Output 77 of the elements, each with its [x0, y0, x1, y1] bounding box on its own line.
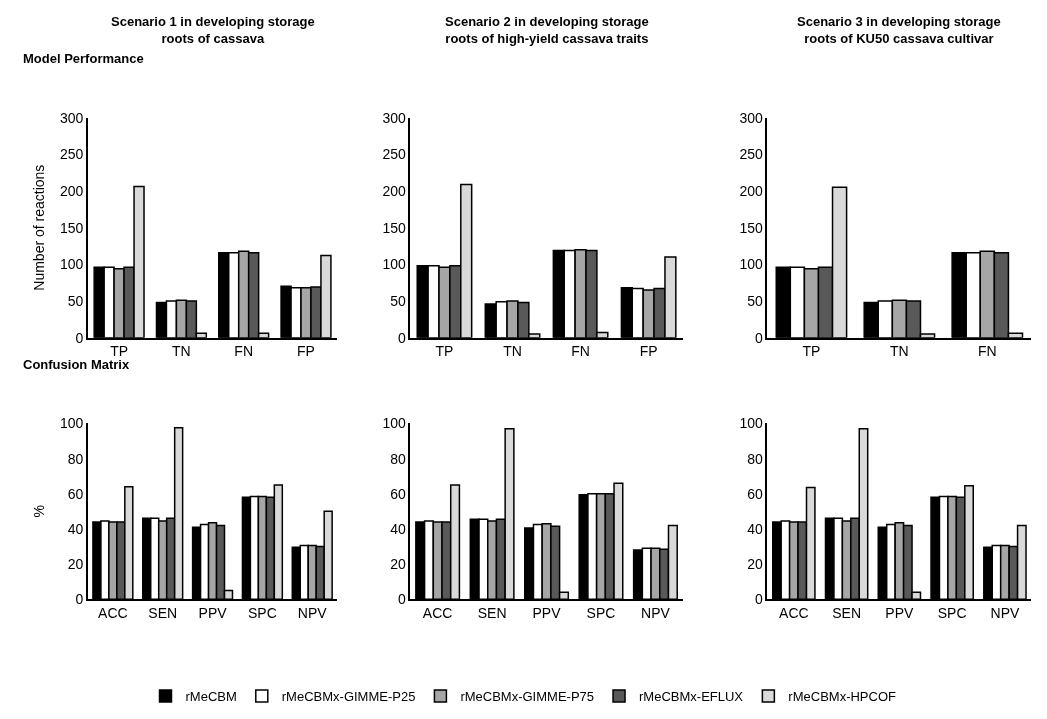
y-tick-label: 80	[67, 450, 84, 467]
y-tick-label: 100	[60, 256, 84, 273]
chart-title: Scenario 3 in developing storage roots of KU50 cassava cultivar	[797, 14, 1001, 46]
x-tick-label: SEN	[832, 604, 861, 621]
x-tick-label: NPV	[297, 604, 328, 621]
x-tick-label: SPC	[937, 604, 967, 621]
chart-subtitle: Confusion Matrix	[23, 357, 130, 372]
x-tick-label: SPC	[247, 604, 277, 621]
y-tick-label: 300	[739, 109, 764, 126]
x-tick-label: FP	[297, 343, 315, 360]
legend-label: rMeCBMx-EFLUX	[639, 689, 744, 705]
y-axis-title: Number of reactions	[31, 164, 48, 291]
x-tick-label: SEN	[148, 604, 178, 621]
y-tick-label: 300	[382, 109, 407, 126]
y-tick-label: 80	[390, 450, 407, 467]
y-tick-label: 0	[398, 591, 407, 608]
y-tick-label: 0	[398, 329, 407, 346]
x-tick-label: FN	[234, 343, 254, 360]
y-axis-title: %	[31, 505, 48, 518]
legend-label: rMeCBMx-GIMME-P25	[281, 689, 416, 705]
y-tick-label: 60	[390, 485, 407, 502]
y-tick-label: 20	[390, 555, 407, 572]
y-tick-label: 200	[382, 182, 407, 199]
legend-label: rMeCBMx-GIMME-P75	[460, 689, 595, 705]
x-tick-label: TN	[890, 343, 909, 360]
chart-subtitle: Model Performance	[23, 51, 144, 66]
x-tick-label: FN	[571, 343, 590, 360]
y-tick-label: 80	[747, 450, 764, 467]
x-tick-label: ACC	[98, 604, 128, 621]
x-tick-label: PPV	[885, 604, 915, 621]
x-tick-label: TN	[503, 343, 522, 360]
x-tick-label: NPV	[641, 604, 671, 621]
y-tick-label: 50	[67, 292, 84, 309]
x-tick-label: ACC	[779, 604, 809, 621]
x-tick-label: ACC	[422, 604, 453, 621]
x-tick-label: TN	[172, 343, 191, 360]
y-tick-label: 40	[67, 520, 84, 537]
x-tick-label: FN	[977, 343, 997, 360]
y-tick-label: 200	[60, 182, 84, 199]
y-tick-label: 20	[67, 555, 84, 572]
y-tick-label: 100	[382, 256, 407, 273]
legend-label: rMeCBMx-HPCOF	[788, 689, 897, 705]
y-tick-label: 100	[739, 256, 764, 273]
y-tick-label: 60	[747, 485, 764, 502]
x-tick-label: NPV	[990, 604, 1020, 621]
y-tick-label: 250	[382, 146, 407, 163]
x-tick-label: TP	[435, 343, 454, 360]
y-tick-label: 0	[75, 329, 84, 346]
x-tick-label: PPV	[532, 604, 562, 621]
y-tick-label: 150	[739, 219, 764, 236]
chart-title: Scenario 2 in developing storage roots of high-yield cassava traits	[445, 14, 649, 46]
y-tick-label: 60	[67, 485, 84, 502]
x-tick-label: SPC	[586, 604, 616, 621]
legend-label: rMeCBM	[185, 689, 237, 705]
y-tick-label: 40	[390, 520, 407, 537]
y-tick-label: 50	[390, 292, 407, 309]
y-tick-label: 100	[382, 415, 407, 432]
y-tick-label: 0	[755, 591, 764, 608]
y-tick-label: 150	[382, 219, 407, 236]
y-tick-label: 0	[755, 329, 764, 346]
y-tick-label: 250	[739, 146, 764, 163]
x-tick-label: PPV	[198, 604, 228, 621]
y-tick-label: 150	[60, 219, 84, 236]
x-tick-label: SEN	[477, 604, 507, 621]
x-tick-label: FP	[639, 343, 658, 360]
y-tick-label: 40	[747, 520, 764, 537]
y-tick-label: 300	[60, 109, 84, 126]
y-tick-label: 200	[739, 182, 764, 199]
y-tick-label: 100	[60, 415, 84, 432]
x-tick-label: TP	[110, 343, 129, 360]
chart-title: Scenario 1 in developing storage roots of cassava	[111, 14, 315, 46]
y-tick-label: 0	[75, 591, 84, 608]
y-tick-label: 100	[739, 415, 764, 432]
x-tick-label: TP	[802, 343, 821, 360]
y-tick-label: 20	[747, 555, 764, 572]
y-tick-label: 250	[60, 146, 84, 163]
y-tick-label: 50	[747, 292, 764, 309]
